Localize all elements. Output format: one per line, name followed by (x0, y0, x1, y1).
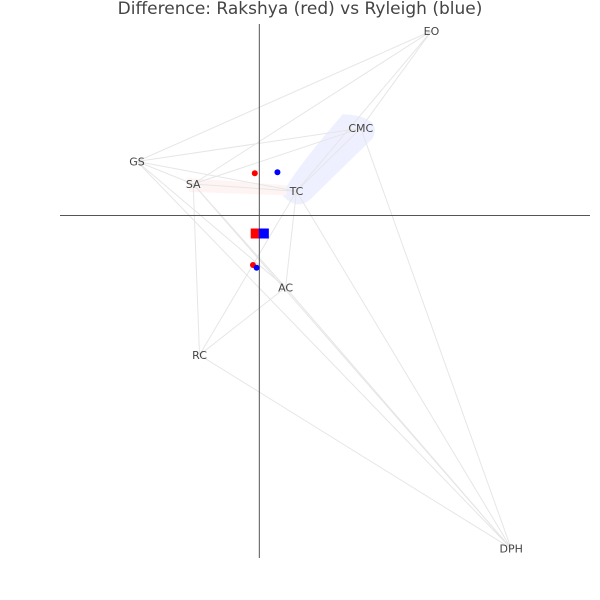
node-label-gs: GS (129, 156, 145, 169)
blue-square-marker (258, 228, 269, 239)
graph-edges (136, 30, 512, 549)
node-label-eo: EO (424, 25, 440, 38)
data-markers (249, 169, 281, 271)
red-square-marker (250, 228, 261, 239)
blue-point-2 (253, 264, 260, 271)
axes (60, 24, 590, 558)
edge-tc-dph (296, 190, 512, 549)
chart-title: Difference: Rakshya (red) vs Ryleigh (bl… (118, 0, 483, 19)
edge-cmc-sa (193, 127, 361, 185)
node-labels: EO CMC GS SA TC AC RC DPH (129, 25, 523, 556)
edge-tc-ac (285, 191, 297, 288)
node-label-cmc: CMC (348, 122, 373, 135)
node-label-dph: DPH (499, 543, 522, 556)
edge-gs-dph (136, 161, 512, 549)
node-label-rc: RC (192, 349, 207, 362)
edge-gs-sa (136, 161, 194, 185)
edge-sa-tc (193, 183, 297, 192)
edge-eo-sa (192, 30, 432, 185)
edge-gs-tc (136, 161, 297, 192)
edge-sa-rc (192, 183, 201, 356)
edge-tc-rc (199, 190, 297, 356)
node-label-tc: TC (289, 185, 304, 198)
edge-cmc-dph (360, 128, 512, 549)
edge-cmc-tc (296, 127, 362, 192)
edge-rc-dph (199, 354, 512, 549)
edge-ac-dph (285, 287, 512, 549)
node-label-ac: AC (278, 282, 293, 295)
edge-cmc-gs (136, 127, 361, 162)
edge-gs-ac (136, 161, 286, 288)
edge-eo-tc (296, 30, 432, 192)
edge-ac-rc (199, 287, 286, 356)
red-point-1 (251, 170, 258, 177)
edge-eo-cmc (360, 30, 432, 129)
node-label-sa: SA (186, 178, 201, 191)
edge-eo-gs (136, 30, 432, 162)
blue-point-1 (274, 169, 281, 176)
